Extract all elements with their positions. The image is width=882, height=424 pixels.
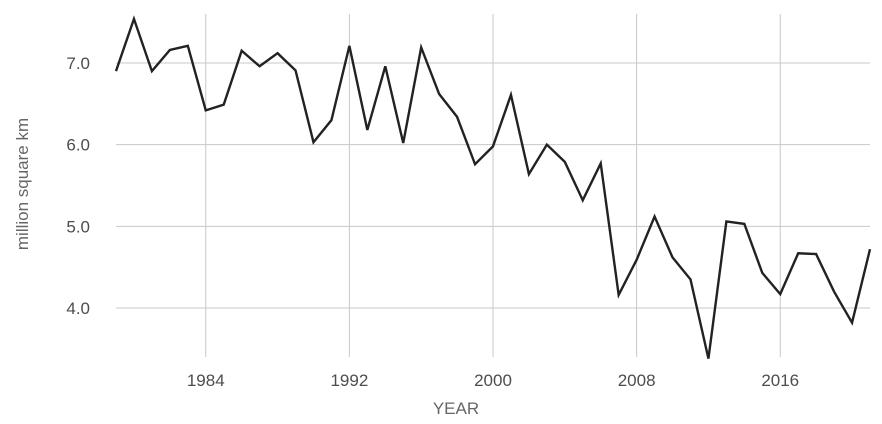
y-tick-label: 7.0 — [66, 54, 90, 73]
y-tick-label: 6.0 — [66, 136, 90, 155]
series-line — [114, 15, 872, 359]
y-axis-tick-labels: 4.0 5.0 6.0 7.0 — [66, 54, 90, 318]
x-axis-tick-labels: 1984 1992 2000 2008 2016 — [187, 371, 799, 390]
x-tick-label: 2008 — [618, 371, 656, 390]
x-axis-title: YEAR — [433, 399, 479, 418]
x-tick-label: 2016 — [761, 371, 799, 390]
y-tick-label: 5.0 — [66, 217, 90, 236]
y-axis-title: million square km — [13, 118, 32, 250]
y-tick-label: 4.0 — [66, 299, 90, 318]
x-tick-label: 2000 — [474, 371, 512, 390]
series-layer — [114, 15, 872, 359]
grid-lines — [116, 14, 870, 357]
x-tick-label: 1992 — [330, 371, 368, 390]
x-tick-label: 1984 — [187, 371, 225, 390]
